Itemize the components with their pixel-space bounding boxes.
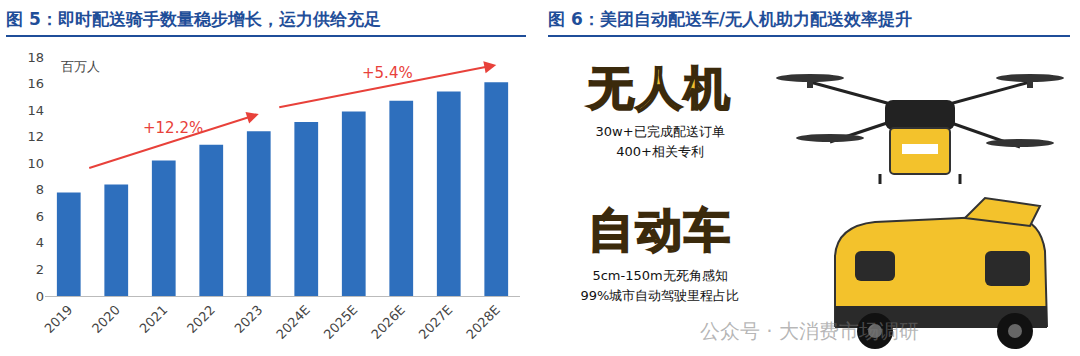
svg-text:2023: 2023 (231, 302, 265, 336)
svg-text:2: 2 (36, 262, 44, 277)
svg-text:0: 0 (36, 289, 44, 304)
html-text:5cm-150m无死角感知: 5cm-150m无死角感知 (592, 268, 728, 283)
svg-text:2026E: 2026E (368, 302, 408, 342)
svg-text:6: 6 (36, 209, 44, 224)
svg-text:14: 14 (27, 103, 44, 118)
svg-text:2019: 2019 (41, 302, 75, 336)
svg-text:10: 10 (27, 156, 44, 171)
html-text:图 5：即时配送骑手数量稳步增长，运力供给充足: 图 5：即时配送骑手数量稳步增长，运力供给充足 (6, 9, 381, 29)
svg-text:4: 4 (36, 235, 44, 250)
svg-text:2022: 2022 (184, 302, 218, 336)
svg-text:18: 18 (27, 50, 44, 65)
html-text:自动车: 自动车 (588, 203, 732, 257)
svg-text:2021: 2021 (136, 302, 170, 336)
svg-text:16: 16 (27, 76, 44, 91)
svg-text:+5.4%: +5.4% (362, 64, 413, 82)
html-text:400+相关专利: 400+相关专利 (616, 144, 704, 159)
html-text:图 6：美团自动配送车/无人机助力配送效率提升: 图 6：美团自动配送车/无人机助力配送效率提升 (548, 9, 912, 29)
svg-text:8: 8 (36, 182, 44, 197)
svg-text:12: 12 (27, 129, 44, 144)
html-text:无人机: 无人机 (588, 61, 732, 115)
html-text:99%城市自动驾驶里程占比: 99%城市自动驾驶里程占比 (580, 288, 740, 303)
svg-text:2020: 2020 (89, 302, 123, 336)
svg-text:2024E: 2024E (273, 302, 313, 342)
svg-text:百万人: 百万人 (61, 59, 100, 74)
html-text:公众号 · 大消费市场调研: 公众号 · 大消费市场调研 (700, 319, 920, 343)
svg-text:2025E: 2025E (321, 302, 361, 342)
html-text:30w+已完成配送订单: 30w+已完成配送订单 (595, 124, 725, 139)
svg-text:2028E: 2028E (463, 302, 503, 342)
svg-text:+12.2%: +12.2% (143, 119, 203, 137)
svg-text:2027E: 2027E (416, 302, 456, 342)
